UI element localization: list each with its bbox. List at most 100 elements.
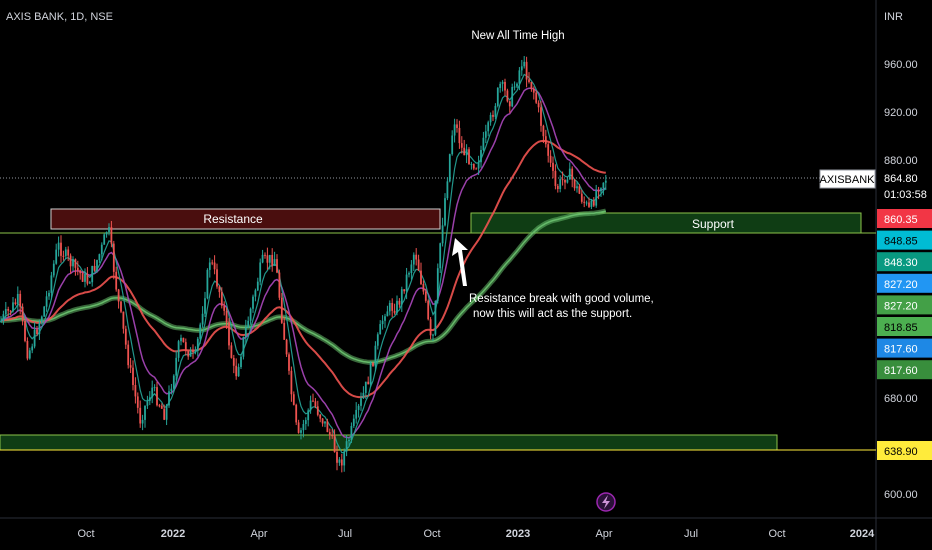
candle-body bbox=[336, 452, 338, 463]
time-axis[interactable]: Oct 2022 Apr Jul Oct 2023 Apr Jul Oct 20… bbox=[77, 528, 875, 540]
candle-body bbox=[175, 357, 178, 376]
candle-body bbox=[297, 422, 300, 433]
candle-body bbox=[256, 281, 259, 291]
candle-body bbox=[388, 302, 391, 312]
candle-body bbox=[489, 114, 492, 123]
candle-body bbox=[321, 418, 324, 424]
candle-body bbox=[429, 319, 432, 336]
candle-body bbox=[528, 79, 530, 82]
candle-body bbox=[362, 392, 365, 399]
level-badge-value: 817.60 bbox=[884, 365, 918, 377]
candle-body bbox=[184, 342, 187, 352]
candle-body bbox=[117, 289, 120, 302]
breakout-arrow bbox=[452, 238, 468, 286]
candle-body bbox=[124, 328, 127, 345]
x-tick: 2024 bbox=[850, 528, 875, 540]
candle-body bbox=[506, 90, 509, 102]
candle-body bbox=[446, 181, 449, 199]
candle-body bbox=[211, 262, 214, 264]
candle-body bbox=[312, 400, 314, 402]
moving-averages bbox=[0, 73, 607, 454]
candle-body bbox=[268, 254, 271, 263]
candle-body bbox=[170, 388, 173, 392]
candle-body bbox=[422, 284, 425, 292]
candle-body bbox=[206, 269, 209, 299]
bar-countdown: 01:03:58 bbox=[884, 189, 927, 201]
candle-body bbox=[283, 322, 286, 340]
candle-body bbox=[424, 291, 427, 301]
candle-body bbox=[602, 182, 605, 189]
candle-body bbox=[360, 398, 362, 406]
level-badge bbox=[877, 360, 932, 380]
candle-body bbox=[304, 420, 307, 425]
candle-body bbox=[139, 407, 142, 424]
last-price-badge: 864.80 01:03:58 bbox=[877, 168, 932, 204]
candle-body bbox=[549, 155, 552, 163]
candle-body bbox=[367, 381, 370, 385]
level-badge bbox=[877, 273, 932, 293]
candle-body bbox=[228, 322, 230, 346]
candle-body bbox=[81, 273, 84, 282]
candle-body bbox=[264, 254, 266, 256]
candle-body bbox=[561, 179, 564, 181]
x-tick: Jul bbox=[338, 528, 352, 540]
ema-long-line bbox=[0, 210, 606, 364]
candle-body bbox=[64, 249, 67, 257]
candle-body bbox=[288, 354, 290, 371]
candle-body bbox=[588, 202, 590, 207]
candle-body bbox=[218, 286, 221, 293]
candle-body bbox=[324, 421, 326, 424]
resistance-zone[interactable]: Resistance bbox=[50, 208, 441, 230]
candle-body bbox=[48, 292, 50, 297]
candle-body bbox=[453, 124, 456, 136]
candle-body bbox=[348, 440, 350, 442]
candle-body bbox=[4, 309, 7, 315]
price-axis[interactable]: 960.00 920.00 880.00 680.00 600.00 bbox=[884, 59, 918, 501]
candle-body bbox=[276, 259, 278, 273]
candle-body bbox=[235, 365, 238, 377]
bottom-support-zone[interactable] bbox=[0, 434, 778, 451]
candle-body bbox=[468, 149, 470, 165]
last-price: 864.80 bbox=[884, 173, 918, 185]
candle-body bbox=[50, 275, 53, 293]
level-badge bbox=[877, 317, 932, 336]
candle-body bbox=[494, 105, 497, 117]
support-zone[interactable]: Support bbox=[470, 212, 862, 234]
x-tick: Apr bbox=[595, 528, 612, 540]
lightning-icon[interactable] bbox=[596, 492, 616, 512]
candle-body bbox=[345, 441, 348, 452]
candle-body bbox=[583, 201, 586, 203]
candle-body bbox=[38, 322, 41, 334]
candle-body bbox=[33, 329, 36, 347]
candle-body bbox=[482, 137, 485, 151]
candle-body bbox=[105, 232, 108, 235]
candle-body bbox=[252, 296, 254, 309]
candle-body bbox=[26, 340, 29, 359]
candle-body bbox=[134, 384, 137, 397]
candle-body bbox=[535, 92, 538, 103]
candle-body bbox=[249, 308, 252, 321]
candle-body bbox=[604, 180, 607, 183]
candle-body bbox=[129, 365, 132, 368]
candle-body bbox=[328, 432, 331, 436]
candle-body bbox=[122, 311, 125, 329]
y-tick: 880.00 bbox=[884, 155, 918, 167]
candle-body bbox=[247, 320, 250, 328]
candle-body bbox=[477, 162, 480, 169]
level-badge-value: 848.85 bbox=[884, 236, 918, 248]
candle-body bbox=[213, 262, 216, 270]
candle-body bbox=[513, 86, 516, 88]
candle-body bbox=[338, 459, 341, 463]
candle-body bbox=[537, 102, 540, 108]
symbol-badge: AXISBANK bbox=[819, 169, 876, 189]
candle-body bbox=[355, 409, 358, 419]
candle-body bbox=[501, 81, 504, 84]
y-tick: 680.00 bbox=[884, 393, 918, 405]
candle-body bbox=[100, 244, 103, 255]
y-tick: 600.00 bbox=[884, 489, 918, 501]
candle-body bbox=[278, 272, 281, 298]
x-tick: 2022 bbox=[161, 528, 185, 540]
candle-body bbox=[254, 290, 257, 297]
candle-body bbox=[417, 259, 420, 271]
